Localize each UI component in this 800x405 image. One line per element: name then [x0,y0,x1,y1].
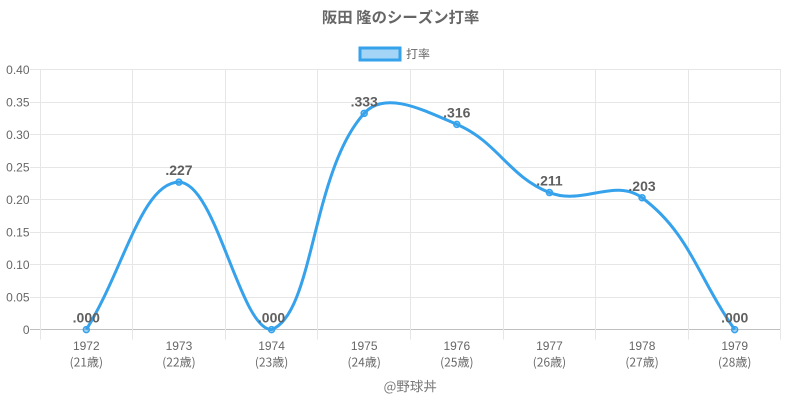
svg-text:1979: 1979 [721,339,748,353]
svg-text:0.35: 0.35 [6,96,30,110]
svg-text:0.10: 0.10 [6,258,30,272]
svg-text:.000: .000 [73,310,100,326]
svg-text:.000: .000 [721,310,748,326]
svg-text:1973: 1973 [166,339,193,353]
svg-text:1978: 1978 [629,339,656,353]
svg-text:.316: .316 [443,104,470,120]
svg-text:0.15: 0.15 [6,225,30,239]
svg-text:1974: 1974 [258,339,285,353]
svg-text:0.25: 0.25 [6,161,30,175]
svg-text:.227: .227 [165,162,192,178]
svg-text:0.05: 0.05 [6,290,30,304]
svg-text:0.20: 0.20 [6,193,30,207]
svg-text:.333: .333 [351,93,378,109]
svg-text:.211: .211 [536,173,563,189]
svg-text:0: 0 [23,323,30,337]
svg-text:.203: .203 [628,178,655,194]
svg-text:0.40: 0.40 [6,63,30,77]
svg-text:1975: 1975 [351,339,378,353]
svg-text:1977: 1977 [536,339,563,353]
svg-text:1976: 1976 [443,339,470,353]
svg-text:0.30: 0.30 [6,128,30,142]
svg-text:1972: 1972 [73,339,100,353]
svg-text:.000: .000 [258,310,285,326]
